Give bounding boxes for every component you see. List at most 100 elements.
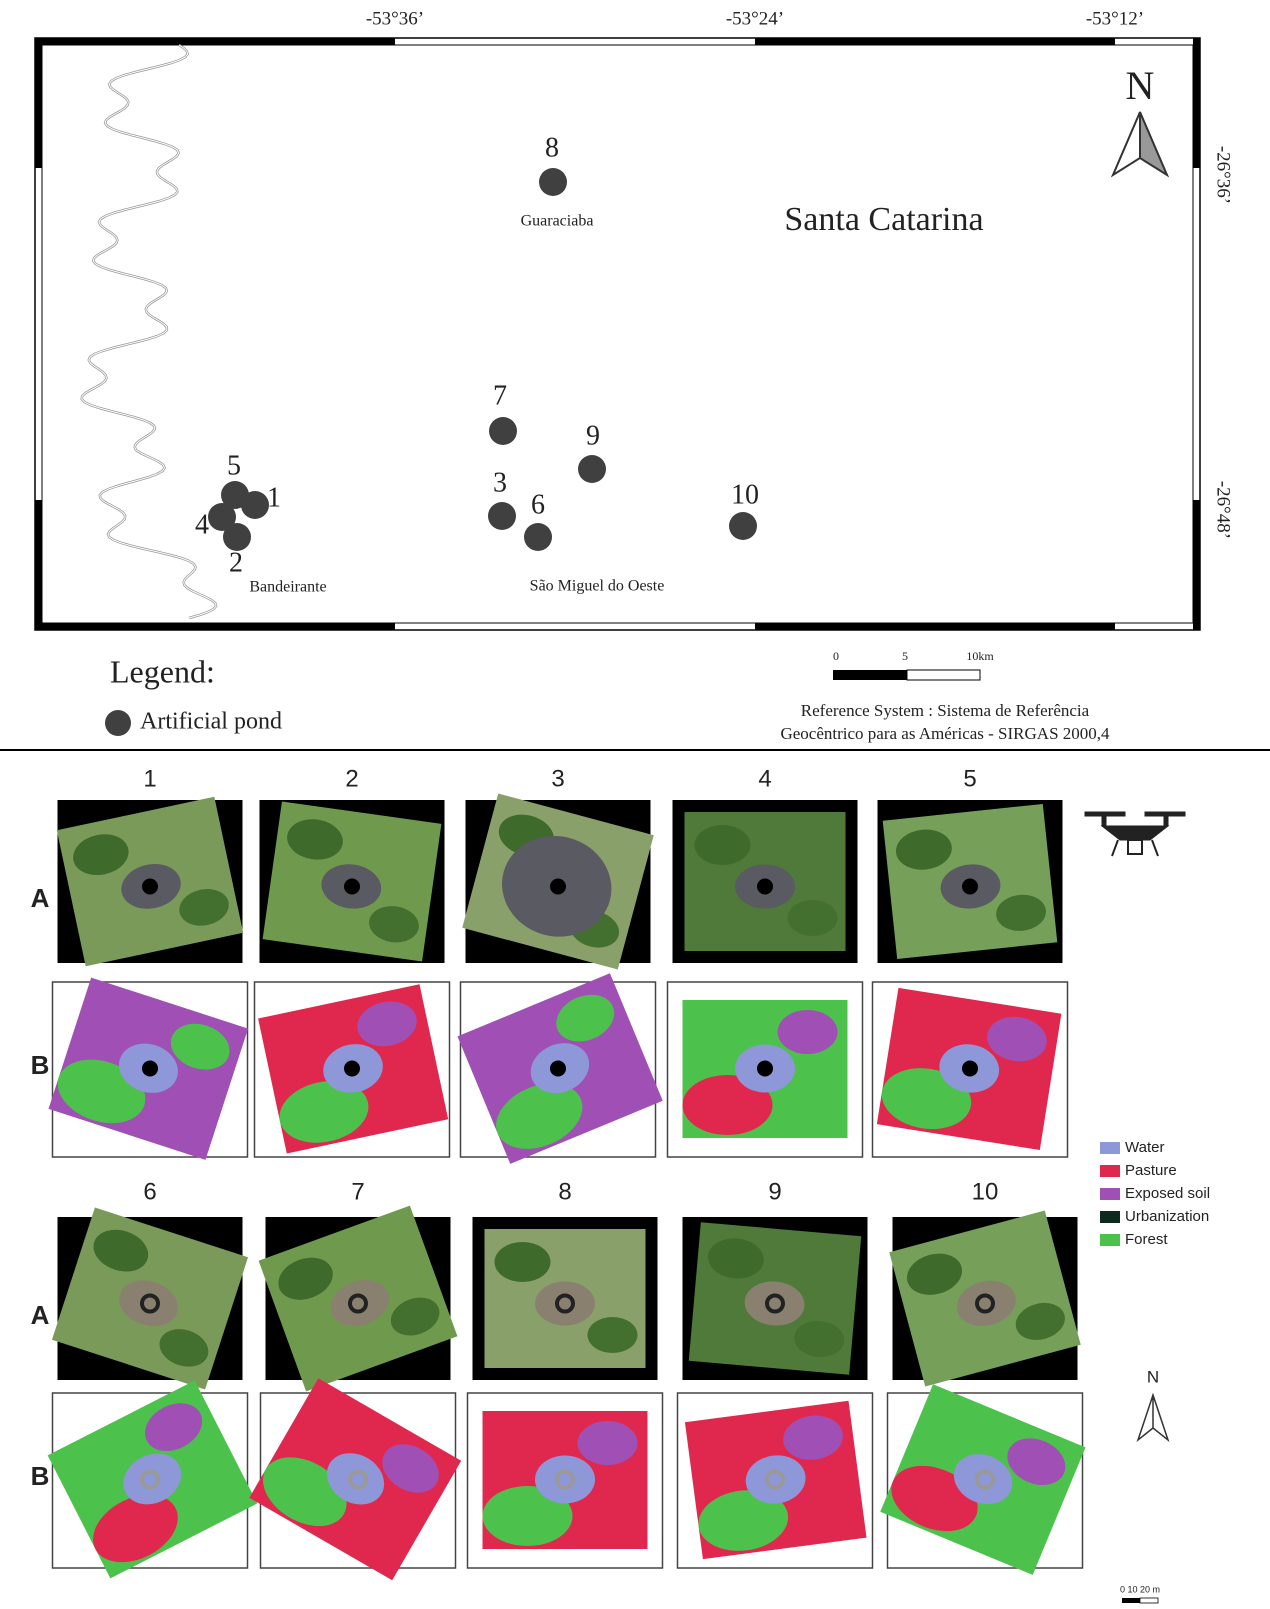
scale-label: 5 xyxy=(902,649,908,663)
legend-label: Water xyxy=(1125,1139,1164,1156)
region-title: Santa Catarina xyxy=(784,201,983,238)
pond-label: 6 xyxy=(531,489,545,520)
aerial-image xyxy=(673,800,858,963)
row-label: A xyxy=(31,883,50,913)
aerial-image xyxy=(259,1206,458,1392)
pond-marker xyxy=(962,1061,978,1077)
pond-marker xyxy=(142,879,158,895)
trees xyxy=(495,1242,551,1282)
pond-marker xyxy=(757,879,773,895)
land-cover-map xyxy=(49,978,249,1160)
row-label: B xyxy=(31,1461,50,1491)
legend-label: Pasture xyxy=(1125,1162,1177,1179)
legend-swatch xyxy=(1100,1165,1120,1177)
legend-swatch xyxy=(1100,1188,1120,1200)
pond-marker xyxy=(757,1061,773,1077)
aerial-image xyxy=(57,797,243,966)
pond-marker xyxy=(550,1061,566,1077)
trees xyxy=(588,1317,638,1353)
legend-item: Artificial pond xyxy=(140,709,282,735)
pond-marker xyxy=(962,879,978,895)
figure: -53°36’ -53°24’ -53°12’ -26°36’ -26°48’ … xyxy=(0,0,1270,1609)
row-label: A xyxy=(31,1300,50,1330)
land-cover-area xyxy=(778,1010,838,1054)
longitude-label: -53°36’ xyxy=(366,8,424,29)
aerial-image xyxy=(462,794,653,970)
aerial-image xyxy=(473,1217,658,1380)
pond-label: 10 xyxy=(731,479,759,510)
pond-label: 2 xyxy=(229,547,243,578)
aerial-image xyxy=(52,1208,248,1390)
land-cover-map xyxy=(873,982,1068,1157)
panel-number: 10 xyxy=(972,1178,999,1205)
map-content xyxy=(685,1401,867,1559)
scale-bar xyxy=(833,670,980,680)
pond-marker xyxy=(729,512,757,540)
panel-number: 4 xyxy=(758,765,771,792)
scale-label: 10km xyxy=(966,649,994,663)
panel-number: 3 xyxy=(551,765,564,792)
reference-text: Reference System : Sistema de Referência xyxy=(801,701,1090,720)
panel-number: 9 xyxy=(768,1178,781,1205)
panel-north-arrow xyxy=(1138,1395,1168,1440)
panel-number: 1 xyxy=(143,765,156,792)
aerial-image xyxy=(878,800,1063,963)
panel-number: 2 xyxy=(345,765,358,792)
place-label: Bandeirante xyxy=(249,579,326,596)
ponds: 12345678910 xyxy=(195,132,759,578)
pond-marker xyxy=(524,523,552,551)
land-cover-map xyxy=(668,982,863,1157)
pond-marker xyxy=(489,417,517,445)
pond-label: 8 xyxy=(545,132,559,163)
latitude-label: -26°36’ xyxy=(1213,146,1234,204)
pond-label: 4 xyxy=(195,509,209,540)
longitude-label: -53°12’ xyxy=(1086,8,1144,29)
pond-marker xyxy=(488,502,516,530)
row-label: B xyxy=(31,1050,50,1080)
aerial-image xyxy=(260,800,445,963)
land-cover-map xyxy=(468,1393,663,1568)
pond-label: 9 xyxy=(586,420,600,451)
panel-scale-bar xyxy=(1122,1598,1140,1603)
land-cover-map xyxy=(249,1378,461,1580)
land-cover-map xyxy=(255,982,450,1157)
legend-label: Urbanization xyxy=(1125,1208,1209,1225)
legend-title: Legend: xyxy=(110,653,215,689)
north-arrow xyxy=(1113,112,1167,175)
legend-swatch xyxy=(1100,1234,1120,1246)
panel-scale-bar xyxy=(1140,1598,1158,1603)
panel-north-label: N xyxy=(1147,1367,1159,1386)
pond-label: 1 xyxy=(267,482,281,513)
pond-marker xyxy=(344,1061,360,1077)
map-frame xyxy=(35,38,1200,630)
land-cover-map xyxy=(48,1380,258,1578)
aerial-image xyxy=(683,1217,868,1380)
land-cover-area xyxy=(578,1421,638,1465)
land-cover-map xyxy=(880,1384,1085,1575)
image-content xyxy=(485,1229,646,1368)
aerial-image xyxy=(889,1211,1080,1387)
panel-number: 5 xyxy=(963,765,976,792)
reference-text: Geocêntrico para as Américas - SIRGAS 20… xyxy=(780,724,1110,743)
land-cover-map xyxy=(457,973,662,1164)
panel-number: 6 xyxy=(143,1178,156,1205)
legend-swatch xyxy=(1100,1142,1120,1154)
panel-scale-label: 0 10 20 m xyxy=(1120,1584,1160,1594)
pond-marker xyxy=(221,481,249,509)
pond-marker xyxy=(142,1061,158,1077)
legend-swatch xyxy=(1100,1211,1120,1223)
pond-marker xyxy=(550,879,566,895)
legend-label: Forest xyxy=(1125,1231,1168,1248)
legend-symbol xyxy=(105,710,131,736)
pond-marker xyxy=(578,455,606,483)
scale-label: 0 xyxy=(833,649,839,663)
land-cover-area xyxy=(535,1456,595,1504)
pond-label: 3 xyxy=(493,467,507,498)
panel-number: 7 xyxy=(351,1178,364,1205)
latitude-label: -26°48’ xyxy=(1213,481,1234,539)
drone-icon xyxy=(1085,812,1185,856)
pond-label: 5 xyxy=(227,450,241,481)
pond-marker xyxy=(344,879,360,895)
longitude-label: -53°24’ xyxy=(726,8,784,29)
